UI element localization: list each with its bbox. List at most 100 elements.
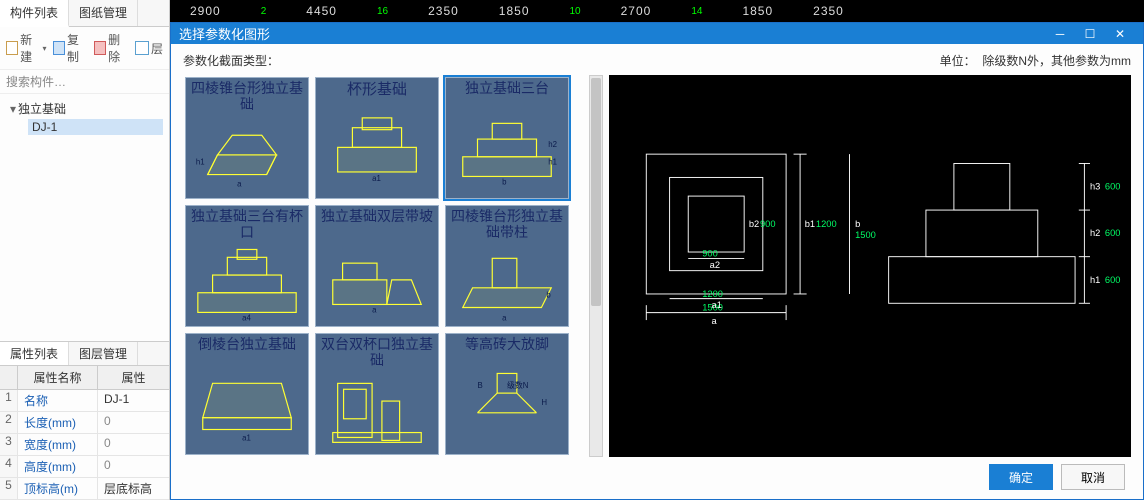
thumb-title: 倒棱台独立基础 [198,338,296,354]
ok-button[interactable]: 确定 [989,464,1053,490]
search-input[interactable]: 搜索构件… [0,70,169,94]
minimize-button[interactable]: ─ [1045,24,1075,44]
shape-thumb[interactable]: 等高砖大放脚B级数NH [445,333,569,455]
cancel-button[interactable]: 取消 [1061,464,1125,490]
left-panel: 构件列表 图纸管理 新建▾ 复制 删除 层 搜索构件… ▾独立基础 DJ-1 属… [0,0,170,500]
thumbnail-scrollbar[interactable] [589,75,603,457]
dialog-titlebar[interactable]: 选择参数化图形 ─ ☐ ✕ [171,23,1143,44]
svg-text:B: B [478,381,483,390]
chevron-down-icon: ▾ [43,44,47,53]
svg-text:a: a [237,180,242,189]
maximize-button[interactable]: ☐ [1075,24,1105,44]
h3-value: 600 [1105,182,1121,192]
property-row[interactable]: 3宽度(mm)0 [0,434,169,456]
new-icon [6,41,18,55]
ruler-value: 2350 [813,4,844,18]
shape-thumb[interactable]: 倒棱台独立基础 a1 [185,333,309,455]
thumb-title: 等高砖大放脚 [465,338,549,354]
property-row[interactable]: 2长度(mm)0 [0,412,169,434]
tree-root-label: 独立基础 [18,102,66,116]
svg-text:a1: a1 [242,433,251,442]
b1-label: b1 [805,219,815,229]
ruler-value: 2900 [190,4,221,18]
tree-root[interactable]: ▾独立基础 [6,98,163,119]
h2-value: 600 [1105,228,1121,238]
delete-button[interactable]: 删除 [94,31,129,65]
svg-text:h1: h1 [196,158,205,167]
svg-text:a: a [372,305,377,314]
a1-value: 1200 [702,289,723,299]
close-button[interactable]: ✕ [1105,24,1135,44]
property-name: 高度(mm) [18,456,98,477]
component-tree: ▾独立基础 DJ-1 [0,94,169,341]
tab-component-list[interactable]: 构件列表 [0,0,69,27]
b2-value: 900 [760,219,776,229]
collapse-icon[interactable]: ▾ [8,102,18,116]
layer-icon [135,41,149,55]
shape-thumb[interactable]: 独立基础三台有杯口a4 [185,205,309,327]
property-row[interactable]: 1名称DJ-1 [0,390,169,412]
thumb-title: 双台双杯口独立基础 [318,338,436,370]
property-name: 顶标高(m) [18,478,98,499]
ruler-value: 10 [570,6,581,17]
tab-properties[interactable]: 属性列表 [0,342,69,365]
shape-thumb[interactable]: 独立基础三台bh2h1 [445,77,569,199]
dialog-footer: 确定 取消 [183,457,1131,493]
parametric-dialog: 选择参数化图形 ─ ☐ ✕ 参数化截面类型： 单位： 除级数N外，其他参数为mm… [170,22,1144,500]
property-value[interactable]: 层底标高 [98,478,169,499]
ruler-value: 1850 [742,4,773,18]
tab-layers[interactable]: 图层管理 [69,342,138,365]
shape-thumb[interactable]: 四棱锥台形独立基础带柱ab [445,205,569,327]
ruler-value: 1850 [499,4,530,18]
property-name: 名称 [18,390,98,411]
property-name: 长度(mm) [18,412,98,433]
property-value[interactable]: 0 [98,434,169,455]
b-label: b [855,219,860,229]
b-value-2: 1500 [855,230,876,240]
copy-button[interactable]: 复制 [53,31,88,65]
property-rows: 1名称DJ-12长度(mm)03宽度(mm)04高度(mm)05顶标高(m)层底… [0,390,169,500]
svg-text:h2: h2 [548,140,557,149]
shape-thumb[interactable]: 四棱锥台形独立基础ah1 [185,77,309,199]
property-value[interactable]: 0 [98,412,169,433]
preview-drawing: 1500 a 1200 a1 900 a2 [609,75,1131,457]
thumb-title: 四棱锥台形独立基础带柱 [448,210,566,242]
shape-thumb[interactable]: 杯形基础a1 [315,77,439,199]
ruler-value: 14 [691,6,702,17]
row-index: 5 [0,478,18,499]
left-toolbar: 新建▾ 复制 删除 层 [0,27,169,70]
ruler-value: 2700 [621,4,652,18]
shape-thumb[interactable]: 双台双杯口独立基础 [315,333,439,455]
row-index: 1 [0,390,18,411]
dimension-ruler: 29002445016235018501027001418502350 [170,0,1144,22]
h3-label: h3 [1090,182,1100,192]
property-name: 宽度(mm) [18,434,98,455]
h1-label: h1 [1090,275,1100,285]
tree-item-dj1[interactable]: DJ-1 [28,119,163,135]
ruler-value: 2350 [428,4,459,18]
scrollbar-thumb[interactable] [591,78,601,306]
row-index: 3 [0,434,18,455]
copy-label: 复制 [67,31,88,65]
thumb-title: 独立基础三台 [465,82,549,98]
property-tabs: 属性列表 图层管理 [0,341,169,366]
property-value[interactable]: DJ-1 [98,390,169,411]
shape-thumb[interactable]: 独立基础双层带坡a [315,205,439,327]
new-button[interactable]: 新建▾ [6,31,47,65]
svg-text:a1: a1 [372,174,381,183]
ruler-value: 16 [377,6,388,17]
property-row[interactable]: 4高度(mm)0 [0,456,169,478]
dialog-title: 选择参数化图形 [179,24,270,43]
layer-button[interactable]: 层 [135,40,163,57]
copy-icon [53,41,65,55]
property-value[interactable]: 0 [98,456,169,477]
section-type-label: 参数化截面类型： [183,52,279,69]
tab-drawing-mgmt[interactable]: 图纸管理 [69,0,138,26]
property-row[interactable]: 5顶标高(m)层底标高 [0,478,169,500]
preview-pane: 1500 a 1200 a1 900 a2 [609,75,1131,457]
delete-icon [94,41,106,55]
property-header: 属性名称 属性 [0,366,169,390]
b1-value: 1200 [816,219,837,229]
delete-label: 删除 [108,31,129,65]
a2-value: 900 [702,249,718,259]
